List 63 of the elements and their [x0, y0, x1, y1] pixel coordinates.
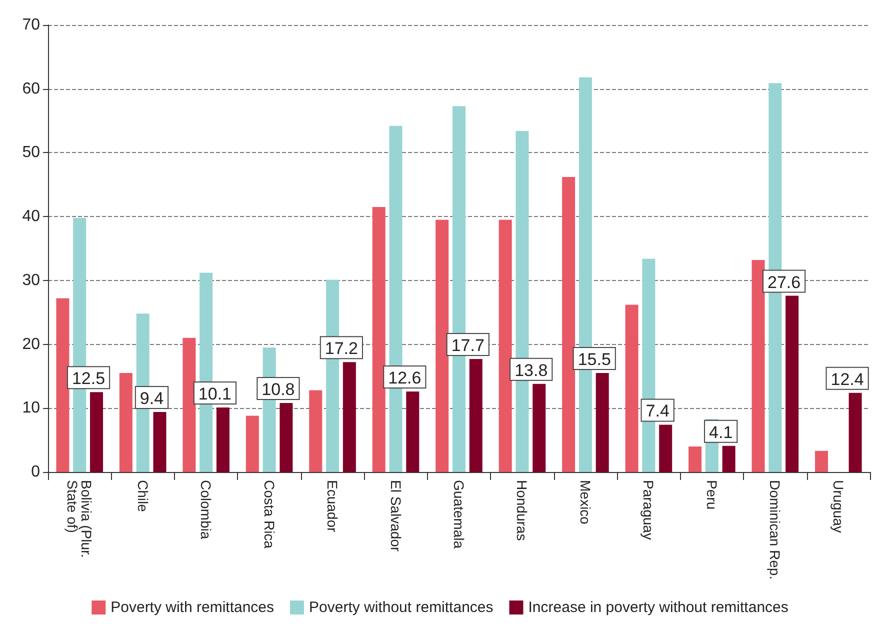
- data-label: 15.5: [578, 350, 611, 370]
- x-tick-label: Peru: [704, 480, 720, 510]
- x-tick-label: Costa Rica: [261, 480, 278, 549]
- bar: [688, 446, 702, 472]
- bar: [342, 362, 356, 472]
- bar: [372, 206, 386, 472]
- bar: [309, 390, 322, 472]
- x-tick-label: Bolivia (Plur. State of): [64, 480, 95, 562]
- bar: [596, 373, 609, 472]
- bar: [786, 296, 799, 472]
- bar: [532, 384, 546, 472]
- bar: [562, 176, 576, 472]
- x-tick-label: Dominican Rep.: [767, 480, 784, 580]
- x-tick-label: Uruguay: [830, 480, 846, 533]
- y-tick-label: 20: [22, 336, 40, 353]
- x-tick-label: Guatemala: [451, 480, 467, 549]
- x-tick-label: Chile: [134, 480, 151, 512]
- data-label: 27.6: [768, 272, 801, 292]
- data-label: 17.2: [324, 339, 358, 358]
- bar: [469, 358, 482, 472]
- legend-label: Poverty without remittances: [309, 599, 494, 616]
- data-label: 13.8: [514, 360, 548, 380]
- x-tick-label: El Salvador: [388, 480, 404, 552]
- bar: [659, 424, 672, 472]
- bar: [216, 408, 230, 472]
- y-tick-label: 40: [22, 208, 40, 226]
- bar: [182, 338, 196, 472]
- y-tick-label: 60: [22, 80, 40, 98]
- bar: [722, 446, 736, 472]
- legend-label: Increase in poverty without remittances: [528, 599, 788, 616]
- x-tick-label: Paraguay: [640, 480, 657, 540]
- bar: [90, 392, 104, 472]
- bar: [406, 392, 420, 472]
- data-label: 12.6: [388, 368, 422, 388]
- y-tick-label: 70: [22, 16, 40, 34]
- bar: [848, 392, 862, 472]
- bar: [153, 412, 166, 472]
- x-tick-label: Honduras: [514, 480, 530, 541]
- data-label: 10.1: [198, 384, 232, 404]
- data-label: 12.4: [830, 370, 864, 389]
- y-tick-label: 50: [22, 144, 40, 162]
- bar: [246, 416, 259, 472]
- data-label: 12.5: [72, 369, 106, 388]
- legend-label: Poverty with remittances: [110, 599, 274, 616]
- bar: [498, 220, 512, 472]
- bar: [752, 260, 765, 472]
- bar: [436, 220, 449, 472]
- y-tick-label: 10: [22, 400, 40, 417]
- x-tick-label: Colombia: [198, 480, 214, 540]
- data-label: 9.4: [140, 388, 164, 408]
- bar: [119, 373, 132, 472]
- data-label: 17.7: [451, 336, 484, 355]
- y-tick-label: 30: [22, 272, 40, 289]
- data-label: 4.1: [709, 422, 733, 442]
- data-label: 10.8: [262, 380, 295, 400]
- bar: [814, 450, 828, 472]
- bar: [56, 298, 70, 472]
- data-label: 7.4: [646, 402, 670, 421]
- x-tick-label: Mexico: [577, 480, 594, 525]
- bar: [625, 304, 638, 472]
- bar: [280, 403, 293, 472]
- x-tick-label: Ecuador: [324, 480, 341, 532]
- y-tick-label: 0: [31, 464, 40, 480]
